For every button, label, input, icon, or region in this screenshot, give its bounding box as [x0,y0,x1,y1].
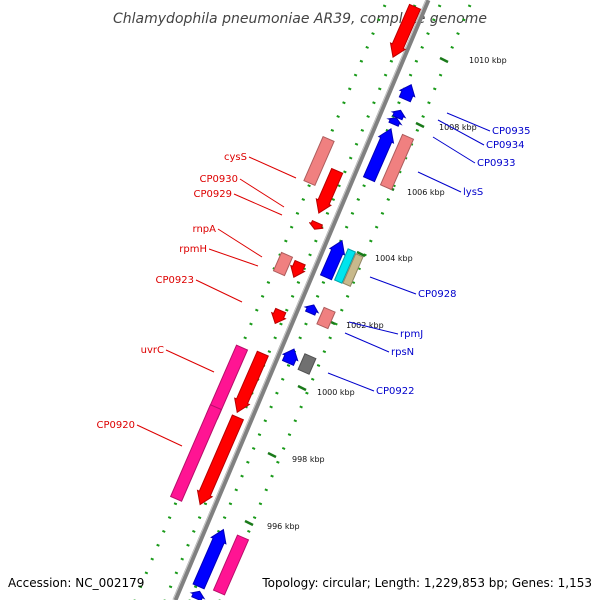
gene-cp0929[interactable] [309,219,324,230]
gene-cys-s[interactable] [303,135,335,187]
gene-bottom-blue[interactable] [192,528,227,590]
gene-uvrc-b[interactable] [234,350,269,414]
gene-cp0934[interactable] [390,109,407,121]
gene-label-uvrc[interactable]: uvrC [141,345,164,356]
scale-tick-label: 1008 kbp [439,123,477,132]
gene-top-red[interactable] [389,3,422,59]
label-leader-line [344,332,390,353]
gene-label-rnpa[interactable]: rnpA [193,224,217,235]
scale-tick-mark [244,519,254,527]
gene-cp0922-b[interactable] [297,353,317,375]
label-leader-line [446,112,491,132]
gene-label-cp0928[interactable]: CP0928 [418,289,456,300]
gene-bottom-pink[interactable] [212,534,250,596]
gene-cp0934-b[interactable] [386,117,403,127]
gene-label-rpmj[interactable]: rpmJ [400,329,423,340]
gene-label-cp0929[interactable]: CP0929 [194,189,232,200]
gene-lyss[interactable] [379,133,415,191]
gene-cp0935[interactable] [398,83,416,103]
gene-cp0920-a[interactable] [169,404,223,502]
scale-tick-label: 1004 kbp [375,254,413,263]
label-leader-line [217,228,263,258]
label-leader-line [348,321,399,335]
label-leader-line [248,156,297,179]
gene-cp0930[interactable] [315,167,344,214]
gene-label-cp0923[interactable]: CP0923 [156,275,194,286]
gene-cp0922-a[interactable] [281,348,299,366]
label-leader-line [233,193,283,216]
scale-tick-mark [267,451,277,459]
scale-tick-mark [439,56,449,64]
scale-tick-label: 1006 kbp [407,188,445,197]
gene-label-cp0922[interactable]: CP0922 [376,386,414,397]
gene-features [169,3,422,600]
scale-tick-label: 1000 kbp [317,388,355,397]
gene-label-cp0935[interactable]: CP0935 [492,126,530,137]
gene-cp0923[interactable] [270,307,287,325]
scale-tick-label: 1010 kbp [469,56,507,65]
gene-label-rpsn[interactable]: rpsN [391,347,414,358]
label-leader-line [165,349,215,373]
gene-bottom-blue-small[interactable] [189,590,206,600]
label-leader-line [208,248,259,267]
label-leader-line [327,372,375,392]
map-title: Chlamydophila pneumoniae AR39, complete … [113,11,487,27]
gene-label-cp0920[interactable]: CP0920 [97,420,135,431]
label-leader-line [437,119,485,146]
label-leader-line [136,424,183,447]
genome-backbone [172,0,431,600]
gene-label-cp0933[interactable]: CP0933 [477,158,515,169]
label-leader-line [195,279,243,303]
scale-tick-mark [356,250,366,258]
gene-cp0928[interactable] [319,239,346,281]
gene-cp0928-cyan[interactable] [333,248,357,284]
scale-tick-label: 996 kbp [267,522,300,531]
label-leader-line [369,276,417,295]
gene-label-cyss[interactable]: cysS [224,152,247,163]
gene-labels: cysS CP0930 CP0929 rnpA rpmH CP0923 uvrC CP0920… [97,112,530,447]
gene-label-cp0934[interactable]: CP0934 [486,140,524,151]
gene-rnpa[interactable] [272,251,294,277]
gene-label-lyss[interactable]: lysS [463,187,483,198]
scale-tick-label: 998 kbp [292,455,325,464]
gene-rpmh[interactable] [290,259,306,279]
label-leader-line [239,178,285,208]
gene-label-rpmh[interactable]: rpmH [179,244,207,255]
label-leader-line [417,171,462,193]
genome-summary-text: Topology: circular; Length: 1,229,853 bp… [261,576,592,590]
gene-rpmj[interactable] [303,304,320,316]
gene-label-cp0930[interactable]: CP0930 [200,174,238,185]
outer-right-guide [218,4,472,600]
scale-tick-mark [297,384,307,392]
scale-tick-mark [415,121,425,129]
accession-text: Accession: NC_002179 [8,576,144,590]
gene-rpsn[interactable] [316,306,336,330]
inner-left-guide [163,4,417,600]
gene-cp0920-b[interactable] [196,414,245,506]
label-leader-line [432,136,476,164]
outer-left-guide [133,4,387,600]
gene-cp0928-tan[interactable] [342,253,364,287]
gene-cp0933[interactable] [362,127,395,183]
genome-backbone-highlight [172,0,427,600]
